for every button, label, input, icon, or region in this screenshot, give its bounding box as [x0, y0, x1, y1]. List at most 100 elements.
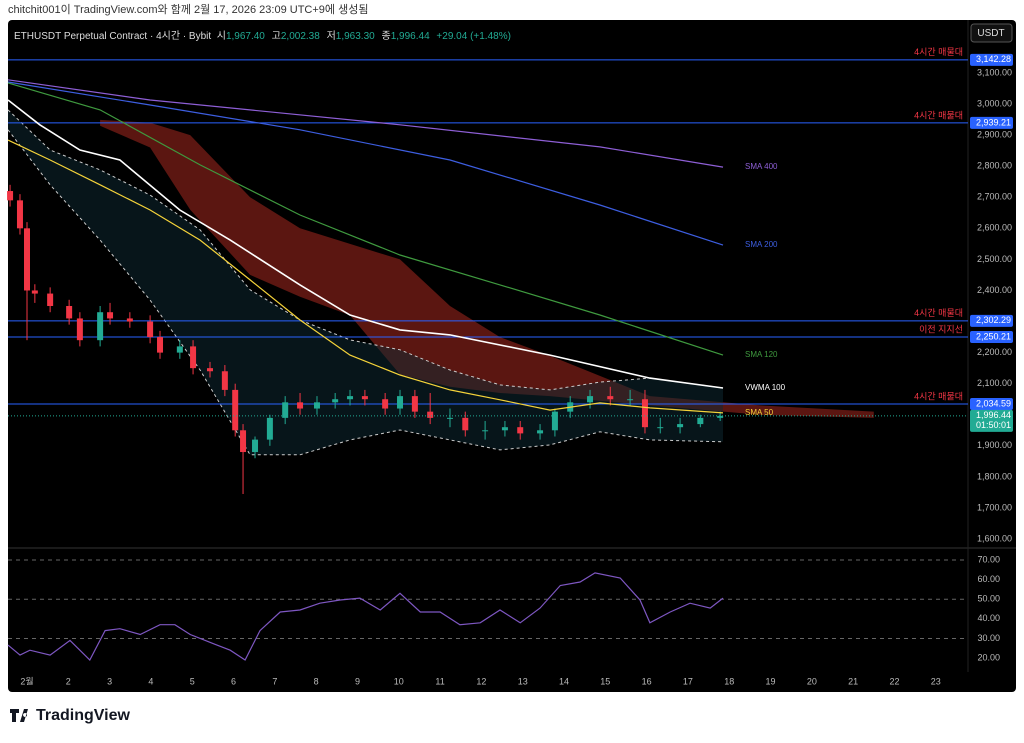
currency-button[interactable]: [970, 23, 1013, 43]
level-price: 2,034.59: [976, 398, 1011, 408]
x-tick-label: 4: [148, 676, 153, 686]
candle-body: [126, 318, 133, 322]
candle-body: [282, 402, 289, 418]
candle-body: [297, 402, 304, 409]
ma-line: [7, 79, 724, 168]
x-tick-label: 15: [600, 676, 610, 686]
candle-body: [551, 411, 558, 431]
x-tick-label: 8: [314, 676, 319, 686]
candle-body: [427, 411, 434, 418]
x-tick-label: 16: [642, 676, 652, 686]
x-tick-label: 12: [476, 676, 486, 686]
ma-label: SMA 200: [745, 240, 778, 249]
band-fill: [8, 109, 723, 455]
rsi-tick-label: 50.00: [977, 594, 1000, 604]
ohlc-label: 시: [216, 31, 226, 42]
y-tick-label: 1,800.00: [977, 471, 1012, 481]
candle-body: [206, 368, 213, 372]
rsi-tick-label: 60.00: [977, 574, 1000, 584]
x-tick-label: 5: [190, 676, 195, 686]
y-tick-label: 3,000.00: [977, 98, 1012, 108]
level-price: 2,302.29: [976, 315, 1011, 325]
y-tick-label: 3,100.00: [977, 67, 1012, 77]
y-tick-label: 1,900.00: [977, 440, 1012, 450]
ichimoku-cloud: [100, 119, 874, 418]
countdown: 01:50:01: [976, 420, 1011, 430]
level-tag: [970, 398, 1013, 411]
candle-body: [240, 430, 247, 453]
brand: TradingView: [36, 707, 131, 724]
candle-body: [537, 430, 544, 434]
candle-body: [382, 399, 389, 409]
level-price: 2,939.21: [976, 117, 1011, 127]
x-tick-label: 2월: [20, 675, 33, 686]
y-tick-label: 2,400.00: [977, 285, 1012, 295]
level-text: 이전 지지선: [919, 324, 963, 334]
currency[interactable]: USDT: [977, 28, 1004, 39]
candle-body: [697, 417, 704, 425]
level-text: 4시간 매물대: [914, 110, 963, 120]
x-tick-label: 14: [559, 676, 569, 686]
caption: chitchit001이 TradingView.com와 함께 2월 17, …: [8, 3, 368, 16]
ohlc-value: 2,002.38: [280, 31, 320, 42]
ma-label: SMA 400: [745, 162, 778, 171]
candle-body: [97, 312, 104, 341]
ohlc-label: 저: [326, 31, 336, 42]
ohlc-label: 종: [381, 31, 391, 42]
candle-body: [221, 371, 228, 390]
ohlc-label: 고: [271, 31, 281, 42]
candle-body: [677, 424, 684, 428]
candle-body: [347, 396, 354, 400]
candle-body: [190, 346, 197, 369]
level-text: 4시간 매물대: [914, 391, 963, 401]
x-tick-label: 17: [683, 676, 693, 686]
x-tick-label: 9: [355, 676, 360, 686]
symbol: ETHUSDT Perpetual Contract · 4시간 · Bybit: [14, 31, 212, 42]
rsi-tick-label: 20.00: [977, 652, 1000, 662]
candle-body: [176, 346, 183, 353]
price-label: 1,996.44: [976, 410, 1011, 420]
candle-body: [501, 427, 508, 431]
level-tag: [970, 53, 1013, 66]
x-tick-label: 10: [394, 676, 404, 686]
candle-body: [16, 200, 23, 229]
candle-body: [266, 417, 273, 440]
candle-body: [24, 228, 31, 291]
x-tick-label: 7: [272, 676, 277, 686]
logo: [10, 709, 28, 722]
candle-body: [47, 293, 54, 307]
ma-label: SMA 50: [745, 408, 774, 417]
level-tag: [970, 314, 1013, 327]
candle-body: [641, 399, 648, 428]
candle-body: [411, 396, 418, 412]
y-tick-label: 2,700.00: [977, 192, 1012, 202]
ohlc-value: 1,967.40: [225, 31, 265, 42]
x-tick-label: 6: [231, 676, 236, 686]
band-line: [7, 129, 724, 456]
level-price: 3,142.28: [976, 54, 1011, 64]
x-tick-label: 18: [724, 676, 734, 686]
x-tick-label: 11: [435, 676, 444, 686]
level-price: 2,250.21: [976, 331, 1011, 341]
candle-body: [657, 427, 664, 429]
candle-body: [627, 399, 634, 401]
y-tick-label: 2,500.00: [977, 254, 1012, 264]
candle-body: [147, 321, 154, 338]
candle-body: [232, 389, 239, 431]
ohlc-value: 1,996.44: [390, 31, 430, 42]
x-tick-label: 13: [518, 676, 528, 686]
ma-line: [7, 81, 724, 246]
level-tag: [970, 331, 1013, 344]
candle-body: [313, 402, 320, 409]
x-tick-label: 19: [766, 676, 776, 686]
level-tag: [970, 116, 1013, 129]
candle-body: [252, 439, 259, 453]
x-tick-label: 2: [66, 676, 71, 686]
candle-body: [76, 318, 83, 341]
candle-body: [717, 415, 724, 418]
candle-body: [31, 290, 38, 294]
y-tick-label: 2,800.00: [977, 161, 1012, 171]
candle-body: [462, 417, 469, 431]
